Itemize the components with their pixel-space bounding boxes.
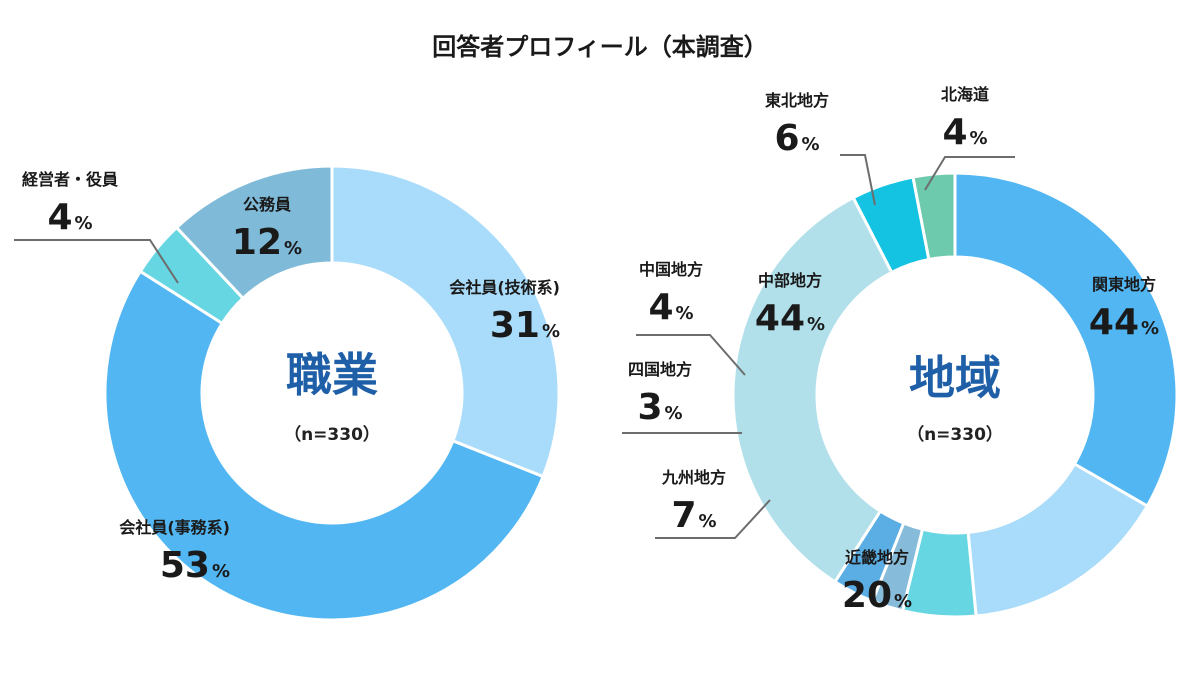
slice-value-label: 6% <box>774 118 819 159</box>
slice-category-label: 会社員(技術系) <box>449 278 560 297</box>
slice-category-label: 近畿地方 <box>845 548 909 567</box>
leader-line <box>924 156 1015 191</box>
slice-category-label: 四国地方 <box>628 360 692 379</box>
slice-category-label: 九州地方 <box>661 468 726 487</box>
slice-category-label: 会社員(事務系) <box>119 518 230 537</box>
slice-value-unit: % <box>284 238 302 259</box>
occupation-donut-chart: 会社員(技術系) 31 % 会社員(事務系) 53 % 経営者・役員 4 % 公務員 12 % 職業 （n… <box>14 164 561 622</box>
leader-line <box>14 239 179 284</box>
slice-value-label: 31% <box>490 305 560 346</box>
slice-value-number: 44 <box>755 298 805 339</box>
leader-line <box>636 334 746 376</box>
donut-sample-size: （n=330） <box>907 424 1003 445</box>
donut-slice <box>731 195 894 584</box>
slice-category-label: 経営者・役員 <box>22 170 118 189</box>
slice-value-label: 4% <box>648 287 693 328</box>
donut-slice <box>911 171 957 262</box>
slice-category-label: 公務員 <box>243 195 291 214</box>
donut-slice <box>103 269 546 622</box>
slice-value-label: 53% <box>160 545 230 586</box>
slice-value-label: 7% <box>671 495 716 536</box>
slice-value-label: 4% <box>942 112 987 153</box>
slice-value-number: 4 <box>942 112 967 153</box>
slice-value-label: 3% <box>637 387 682 428</box>
slice-value-unit: % <box>212 561 230 582</box>
slice-value-unit: % <box>676 303 694 324</box>
donut-center-label: 職業 <box>286 348 378 402</box>
leader-line <box>840 154 876 206</box>
leader-line <box>655 499 771 539</box>
slice-value-unit: % <box>1141 318 1159 339</box>
slice-category-label: 中部地方 <box>758 271 822 290</box>
slice-category-label: 中国地方 <box>639 260 703 279</box>
slice-value-number: 31 <box>490 305 540 346</box>
slice-value-unit: % <box>970 128 988 149</box>
slice-value-unit: % <box>894 591 912 612</box>
donut-sample-size: （n=330） <box>284 424 380 445</box>
slice-value-number: 6 <box>774 118 799 159</box>
donut-slice <box>174 164 334 301</box>
slice-value-number: 53 <box>160 545 210 586</box>
slice-value-unit: % <box>542 321 560 342</box>
slice-value-label: 4% <box>47 197 92 238</box>
slice-value-unit: % <box>802 134 820 155</box>
slice-value-unit: % <box>699 511 717 532</box>
slice-value-number: 20 <box>842 575 892 616</box>
slice-value-number: 3 <box>637 387 662 428</box>
slice-value-unit: % <box>75 213 93 234</box>
slice-value-number: 4 <box>648 287 673 328</box>
chart-title: 回答者プロフィール（本調査） <box>432 33 768 61</box>
slice-value-number: 44 <box>1089 302 1139 343</box>
slice-value-number: 12 <box>232 222 282 263</box>
donut-slice <box>953 171 1179 509</box>
slice-category-label: 東北地方 <box>765 91 829 110</box>
slice-value-label: 12% <box>232 222 302 263</box>
slice-category-label: 北海道 <box>941 85 989 104</box>
slice-value-label: 44% <box>1089 302 1159 343</box>
slice-value-number: 7 <box>671 495 696 536</box>
slice-value-label: 44% <box>755 298 825 339</box>
slice-value-unit: % <box>665 403 683 424</box>
slice-value-number: 4 <box>47 197 72 238</box>
donut-center-label: 地域 <box>909 351 1001 405</box>
donut-slice <box>330 164 561 479</box>
slice-category-label: 関東地方 <box>1092 275 1156 294</box>
slice-value-unit: % <box>807 314 825 335</box>
slice-value-label: 20% <box>842 575 912 616</box>
